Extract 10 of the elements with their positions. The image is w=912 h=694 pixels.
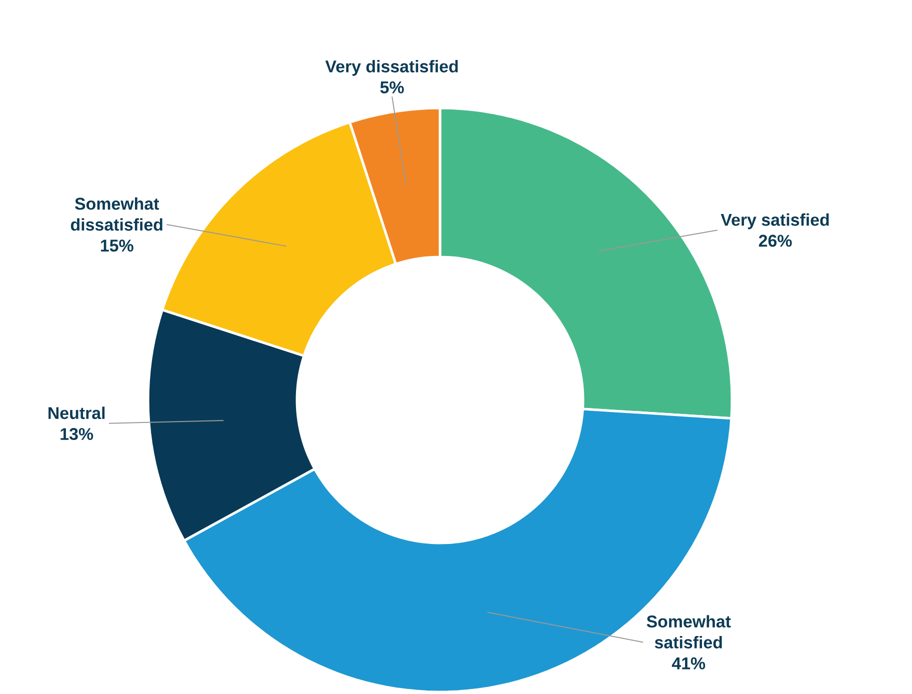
slice-label: Very satisfied: [720, 213, 829, 230]
data-label: 5%: [380, 81, 404, 94]
data-label: 15%: [100, 240, 134, 252]
slice-label: Somewhat satisfied: [646, 615, 731, 648]
slice-label: Somewhat dissatisfied: [70, 197, 162, 231]
slice-label: Neutral: [48, 406, 105, 420]
data-label: 41%: [672, 657, 706, 670]
data-label: 26%: [758, 234, 792, 247]
data-label: 13%: [60, 428, 94, 440]
slice-label: Very dissatisfied: [325, 60, 458, 76]
